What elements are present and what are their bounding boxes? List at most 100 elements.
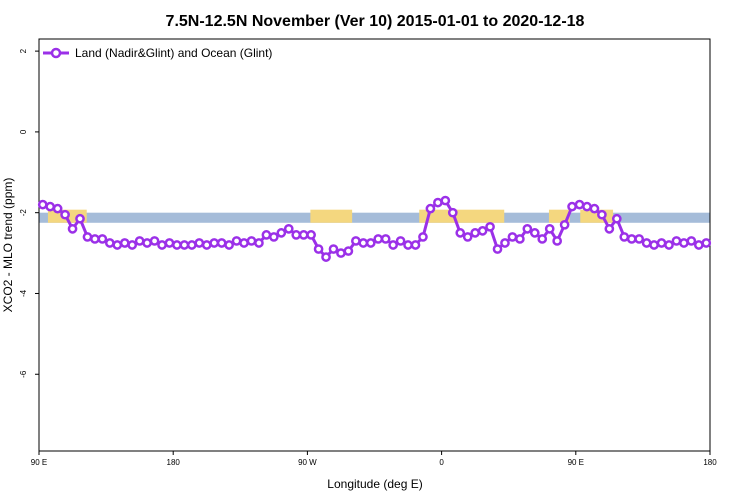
- y-tick-label: -4: [19, 289, 28, 297]
- data-point: [522, 223, 533, 234]
- data-point: [239, 238, 249, 248]
- y-axis-label: XCO2 - MLO trend (ppm): [1, 178, 15, 313]
- data-point: [574, 199, 585, 210]
- data-point: [567, 201, 577, 212]
- data-point: [611, 213, 622, 224]
- data-point: [388, 240, 398, 250]
- x-tick-label: 0: [439, 458, 444, 467]
- data-point: [701, 238, 712, 248]
- data-point: [179, 240, 190, 250]
- data-point: [283, 223, 294, 234]
- data-point: [313, 244, 324, 254]
- y-tick-label: 0: [19, 129, 28, 134]
- data-point: [90, 234, 100, 244]
- legend-marker-swatch: [50, 47, 62, 59]
- legend: Land (Nadir&Glint) and Ocean (Glint): [43, 46, 272, 60]
- y-tick-label: 2: [19, 48, 28, 53]
- data-point: [604, 223, 615, 234]
- data-point: [515, 234, 525, 244]
- data-point: [626, 234, 637, 244]
- data-point: [693, 240, 704, 250]
- data-point: [418, 232, 428, 242]
- data-point: [328, 244, 339, 254]
- data-point: [276, 228, 287, 238]
- data-point: [634, 234, 645, 244]
- data-point: [485, 221, 495, 232]
- data-point: [529, 228, 540, 238]
- land-band-segment: [548, 209, 570, 223]
- data-point: [477, 226, 488, 236]
- data-point: [380, 234, 391, 244]
- data-point: [201, 240, 212, 250]
- data-point: [37, 199, 48, 210]
- data-point: [544, 223, 555, 234]
- data-point: [462, 232, 473, 242]
- data-point: [298, 230, 309, 240]
- legend-label-series-1: Land (Nadir&Glint) and Ocean (Glint): [75, 46, 272, 60]
- data-point: [410, 240, 421, 250]
- y-tick-label: -2: [19, 209, 28, 217]
- data-point: [403, 240, 413, 250]
- data-point: [112, 240, 123, 250]
- data-point: [246, 236, 257, 246]
- data-point: [656, 238, 667, 248]
- data-point: [97, 234, 108, 244]
- data-point: [45, 201, 56, 212]
- data-point: [470, 228, 480, 238]
- data-point: [365, 238, 376, 248]
- data-point: [134, 236, 145, 246]
- data-point: [60, 209, 70, 220]
- x-axis-label: Longitude (deg E): [327, 477, 422, 491]
- land-band-segment: [310, 209, 353, 223]
- data-point: [351, 236, 361, 246]
- data-point: [433, 197, 443, 208]
- data-point: [172, 240, 182, 250]
- data-point: [82, 232, 93, 242]
- data-point: [231, 236, 242, 246]
- data-point: [559, 219, 570, 230]
- data-point: [261, 230, 272, 240]
- data-point: [500, 238, 510, 248]
- x-tick-label: 90 E: [568, 458, 584, 467]
- data-point: [552, 236, 563, 246]
- data-point: [67, 223, 78, 234]
- data-point: [425, 203, 436, 214]
- x-axis-ticks: 90 E 180 90 W 0 90 E 180: [31, 451, 717, 467]
- data-point: [209, 238, 220, 248]
- data-point: [142, 238, 152, 248]
- ocean-band: [39, 212, 710, 223]
- x-tick-label: 90 E: [31, 458, 47, 467]
- data-point: [492, 244, 503, 254]
- data-point: [507, 232, 518, 242]
- data-point: [224, 240, 234, 250]
- data-point: [582, 201, 592, 212]
- data-point: [671, 236, 682, 246]
- data-point: [149, 236, 160, 246]
- data-point: [119, 238, 130, 248]
- data-point: [358, 238, 369, 248]
- data-point: [373, 234, 384, 244]
- land-band-segment: [419, 209, 505, 223]
- data-point: [164, 238, 175, 248]
- x-tick-label: 180: [703, 458, 717, 467]
- chart-title: 7.5N-12.5N November (Ver 10) 2015-01-01 …: [166, 13, 585, 30]
- data-point: [440, 195, 451, 206]
- data-point: [589, 203, 600, 214]
- data-point: [537, 234, 548, 244]
- y-tick-label: -6: [19, 370, 28, 378]
- data-point: [157, 240, 167, 250]
- data-point: [254, 238, 264, 248]
- data-point: [216, 238, 227, 248]
- data-point: [269, 232, 279, 242]
- data-point: [597, 209, 607, 220]
- x-tick-label: 90 W: [298, 458, 317, 467]
- data-point: [343, 246, 354, 256]
- data-point: [127, 240, 138, 250]
- data-point: [104, 238, 115, 248]
- data-point: [649, 240, 659, 250]
- data-point: [186, 240, 197, 250]
- y-axis-ticks: 2 0 -2 -4 -6: [19, 48, 39, 378]
- data-point: [641, 238, 652, 248]
- data-point: [455, 228, 466, 238]
- data-point: [291, 230, 302, 240]
